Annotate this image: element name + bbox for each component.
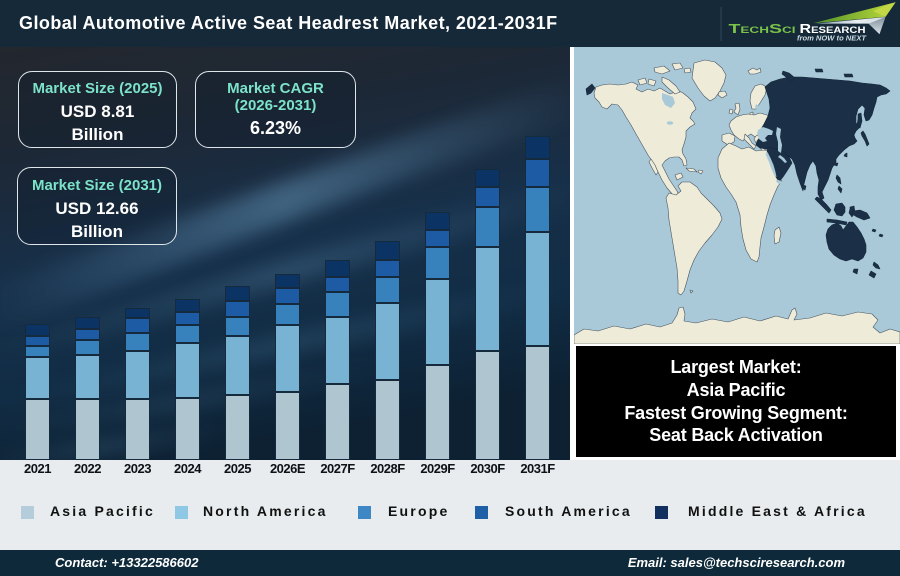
svg-text:TechSci: TechSci: [729, 21, 796, 36]
svg-text:Research: Research: [800, 21, 866, 36]
svg-text:from NOW to NEXT: from NOW to NEXT: [797, 34, 867, 43]
